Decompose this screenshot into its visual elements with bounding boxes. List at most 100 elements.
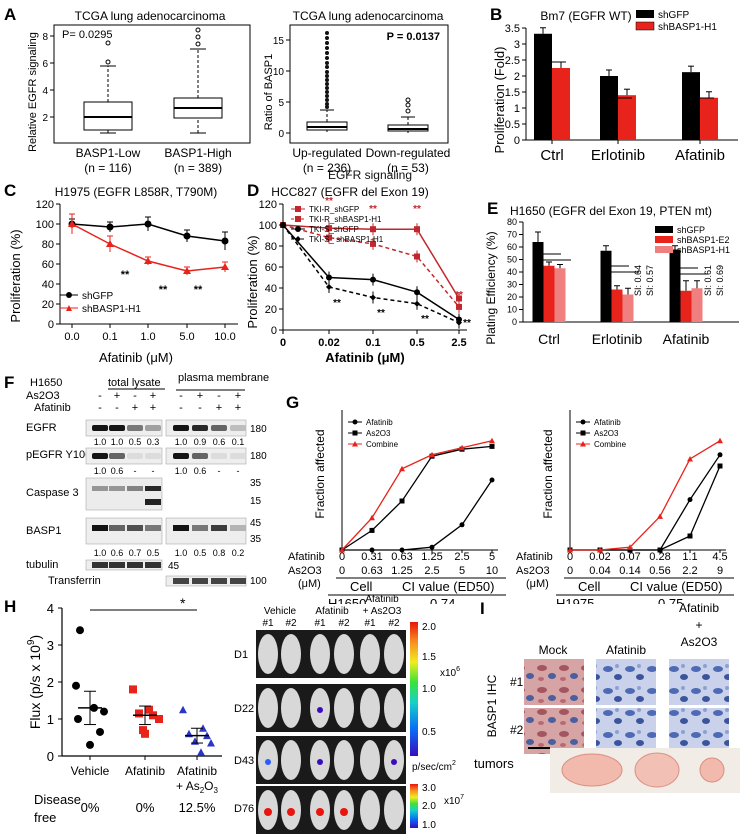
mouse	[334, 634, 354, 674]
y-tick-label: 30	[507, 280, 517, 290]
legend-label: TKI-S_ shBASP1-H1	[309, 235, 384, 244]
box-high	[173, 27, 223, 134]
x-tick-label: Afatinib	[177, 764, 217, 778]
y-tick-label: 100	[36, 219, 54, 231]
si-label: SI: 0.57	[645, 265, 655, 296]
y-tick-label: 40	[507, 267, 517, 277]
panel-letter: D	[247, 181, 259, 200]
box-low	[83, 40, 133, 134]
box-up	[306, 109, 348, 132]
mw-label: 35	[250, 478, 262, 489]
star: **	[159, 284, 168, 296]
data-point	[183, 232, 191, 240]
signal	[265, 759, 271, 765]
scale-label: 1.5	[422, 652, 436, 663]
data-point	[145, 705, 153, 714]
band	[127, 562, 143, 568]
treatment-sign: -	[98, 390, 102, 402]
mouse	[310, 634, 330, 674]
dose-value: 0.07	[619, 551, 640, 563]
dose-label: As2O3	[288, 565, 322, 577]
data-point	[459, 522, 465, 528]
panel-f: F H1650 total lysate plasma membrane As2…	[4, 372, 269, 587]
treatment-label: Afatinib	[34, 402, 71, 414]
bar	[600, 76, 618, 140]
significance: ** ** **	[121, 269, 203, 296]
band-value: 0.6	[111, 466, 124, 476]
x-tick-label: BASP1-High	[164, 146, 231, 160]
data-point	[399, 547, 405, 553]
mouse	[258, 688, 278, 728]
band-value: 0.7	[129, 548, 142, 558]
data-point	[597, 547, 603, 553]
band	[109, 525, 125, 531]
dose-label: As2O3	[516, 565, 550, 577]
scatter-plot: 0 1 2 3 4 *	[47, 595, 222, 764]
y-tick-label: 0	[512, 317, 517, 327]
band	[145, 486, 161, 491]
mouse-id: #2	[285, 618, 297, 629]
y-tick-label: 20	[42, 299, 54, 311]
data-point	[339, 547, 345, 553]
day-label: D22	[234, 703, 254, 715]
data-point	[369, 527, 375, 533]
bar	[669, 249, 681, 322]
star: **	[194, 284, 203, 296]
band	[92, 425, 108, 431]
legend: Afatinib As2O3 Combine Afatinib As2O3 Combine	[348, 418, 627, 449]
panel-letter: E	[487, 199, 498, 218]
band-value: 1.0	[94, 437, 107, 447]
x-tick-label: (n = 116)	[84, 161, 131, 175]
column-header: Afatinib	[679, 601, 719, 615]
star: **	[369, 204, 377, 215]
data-point	[687, 497, 693, 503]
ihc-image-combo-2	[669, 708, 729, 754]
legend-label: TKI-S_shGFP	[309, 225, 359, 234]
x-axis-label: Afatinib (μM)	[325, 350, 404, 365]
imaging-row	[256, 684, 406, 732]
mw-label: 35	[250, 534, 262, 545]
y-axis-label: Proliferation (Fold)	[492, 47, 507, 154]
box-down	[387, 97, 429, 133]
scale-label: 1.0	[422, 684, 436, 695]
panel-letter: G	[286, 393, 299, 412]
ihc-image-combo-1	[669, 659, 729, 705]
scale-unit: p/sec/cm2	[412, 760, 456, 773]
data-point	[106, 240, 114, 247]
data-point	[129, 685, 137, 694]
scale-exp: x107	[444, 794, 464, 807]
panel-letter: F	[4, 373, 14, 392]
signal	[316, 808, 324, 816]
dose-value: 0.14	[619, 565, 640, 577]
x-tick-label: (n = 236)	[303, 161, 351, 175]
significance: * * *	[538, 46, 714, 99]
plot-frame	[53, 24, 251, 144]
group-header: + As2O3	[363, 606, 402, 617]
scale-label: 2.0	[422, 801, 436, 812]
band	[173, 453, 189, 459]
mouse	[281, 634, 301, 674]
ci-value: 0.75	[658, 596, 683, 604]
scale-labels: 3.0 2.0 1.0 x107	[422, 783, 464, 831]
treatment-label: As2O3	[26, 390, 60, 402]
mouse	[384, 634, 404, 674]
treatment-sign: +	[216, 402, 222, 414]
star: **	[601, 253, 611, 267]
data-point	[456, 319, 462, 326]
x-tick-label: 0.02	[318, 337, 339, 349]
data-point	[207, 739, 215, 747]
mouse-id: #1	[262, 618, 274, 629]
panel-letter: B	[490, 5, 502, 24]
y-tick-label: 120	[36, 199, 54, 211]
data-point	[191, 737, 199, 745]
bar	[552, 68, 570, 140]
legend-label: Combine	[594, 440, 627, 449]
band	[211, 425, 227, 431]
treatment-signs: --+--+++--+--+++	[98, 390, 241, 414]
lysate-header: total lysate	[108, 377, 161, 389]
mouse-id: #2	[388, 618, 400, 629]
mouse	[258, 634, 278, 674]
data-point	[370, 294, 376, 301]
panel-letter: H	[4, 597, 16, 616]
data-point	[429, 451, 435, 458]
